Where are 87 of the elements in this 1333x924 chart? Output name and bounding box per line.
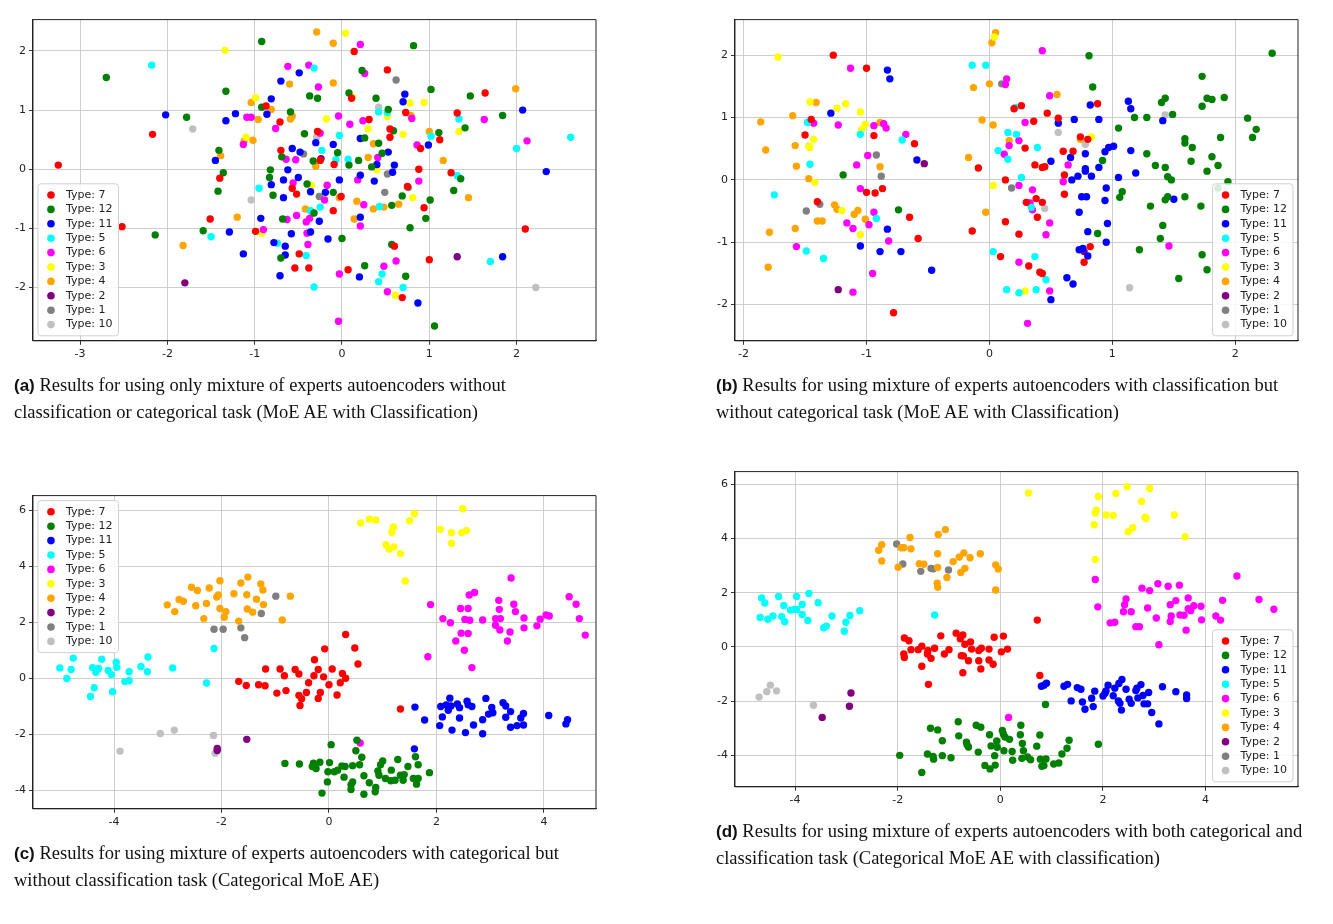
legend-label: Type: 5: [64, 231, 106, 245]
x-tick-label: 0: [338, 347, 346, 361]
y-tick-label: 1: [720, 110, 728, 124]
y-tick-label: 6: [720, 477, 728, 491]
y-tick-label: 0: [720, 639, 728, 653]
y-tick-label: -1: [15, 221, 26, 235]
x-tick-label: 0: [985, 347, 993, 361]
y-tick-label: 6: [18, 503, 26, 517]
legend-label: Type: 6: [1239, 691, 1280, 705]
legend-label: Type: 4: [64, 591, 106, 605]
legend-label: Type: 2: [64, 605, 106, 619]
legend-label: Type: 7: [1239, 187, 1280, 201]
y-tick-label: -4: [15, 783, 26, 797]
legend-label: Type: 12: [64, 519, 113, 533]
legend-label: Type: 4: [1239, 720, 1280, 734]
legend-label: Type: 10: [64, 634, 113, 648]
legend-label: Type: 1: [1239, 303, 1280, 317]
y-tick-label: 2: [720, 585, 728, 599]
x-tick-label: -2: [216, 815, 228, 829]
legend-label: Type: 10: [1239, 317, 1287, 331]
legend-label: Type: 11: [64, 216, 113, 230]
legend-label: Type: 7: [1239, 633, 1280, 647]
y-tick-label: 0: [720, 172, 728, 186]
y-tick-label: -2: [717, 297, 728, 311]
legend-label: Type: 5: [1239, 677, 1280, 691]
legend-label: Type: 3: [64, 576, 106, 590]
y-tick-label: -2: [15, 280, 26, 294]
y-tick-label: -2: [717, 694, 728, 708]
legend-label: Type: 12: [1239, 648, 1287, 662]
legend-label: Type: 1: [1239, 749, 1280, 763]
x-tick-label: -1: [249, 347, 261, 361]
x-tick-label: 4: [1202, 793, 1210, 807]
x-tick-label: -1: [861, 347, 872, 361]
y-tick-label: 1: [18, 102, 26, 116]
legend-label: Type: 2: [1239, 734, 1280, 748]
x-tick-label: -2: [738, 347, 750, 361]
y-tick-label: 4: [18, 559, 26, 573]
legend-label: Type: 1: [64, 303, 106, 317]
x-tick-label: 4: [540, 815, 548, 829]
x-tick-label: -4: [789, 793, 801, 807]
legend-label: Type: 3: [64, 259, 106, 273]
legend-label: Type: 3: [1239, 259, 1280, 273]
text: (d) Results for using mixture of experts autoencoders with both categorical and classification task (Categorical MoE AE with classification): [716, 820, 1304, 870]
x-tick-label: 2: [513, 347, 521, 361]
legend-label: Type: 7: [64, 187, 106, 201]
legend-label: Type: 5: [1239, 231, 1280, 245]
y-tick-label: 0: [18, 162, 26, 176]
legend-label: Type: 3: [1239, 705, 1280, 719]
legend-label: Type: 6: [64, 245, 106, 259]
x-tick-label: 2: [432, 815, 440, 829]
y-tick-label: -4: [717, 748, 728, 762]
y-tick-label: 4: [720, 531, 728, 545]
x-tick-label: -2: [892, 793, 904, 807]
x-tick-label: 2: [1099, 793, 1107, 807]
legend-label: Type: 11: [64, 533, 113, 547]
legend-label: Type: 2: [1239, 288, 1280, 302]
legend-label: Type: 7: [64, 504, 106, 518]
legend-label: Type: 10: [1239, 763, 1287, 777]
legend-label: Type: 6: [1239, 245, 1280, 259]
legend-label: Type: 2: [64, 288, 106, 302]
y-tick-label: 2: [18, 615, 26, 629]
legend-label: Type: 11: [1239, 216, 1287, 230]
x-tick-label: 1: [1108, 347, 1116, 361]
x-tick-label: -4: [108, 815, 120, 829]
legend-label: Type: 11: [1239, 662, 1287, 676]
x-tick-label: -2: [161, 347, 173, 361]
y-tick-label: -1: [717, 235, 728, 249]
y-tick-label: -2: [15, 727, 26, 741]
text: (a) Results for using only mixture of experts autoencoders without classification or categorical task (MoE AE with Classification): [14, 374, 507, 424]
text: (c) Results for using mixture of experts autoencoders with categorical but without classification task (Categorical MoE AE): [14, 842, 560, 892]
y-tick-label: 2: [18, 43, 26, 57]
legend-label: Type: 10: [64, 317, 113, 331]
x-tick-label: 0: [325, 815, 333, 829]
legend-label: Type: 4: [64, 274, 106, 288]
legend-label: Type: 12: [1239, 202, 1287, 216]
legend-label: Type: 5: [64, 547, 106, 561]
x-tick-label: 1: [425, 347, 433, 361]
legend-label: Type: 4: [1239, 274, 1280, 288]
y-tick-label: 0: [18, 671, 26, 685]
y-tick-label: 2: [720, 48, 728, 62]
text: (b) Results for using mixture of experts autoencoders with classification but without categorical task (MoE AE with Classification): [716, 374, 1280, 424]
legend-label: Type: 6: [64, 562, 106, 576]
legend-label: Type: 1: [64, 619, 106, 633]
x-tick-label: -3: [74, 347, 86, 361]
x-tick-label: 2: [1231, 347, 1239, 361]
legend-label: Type: 12: [64, 202, 113, 216]
x-tick-label: 0: [996, 793, 1004, 807]
